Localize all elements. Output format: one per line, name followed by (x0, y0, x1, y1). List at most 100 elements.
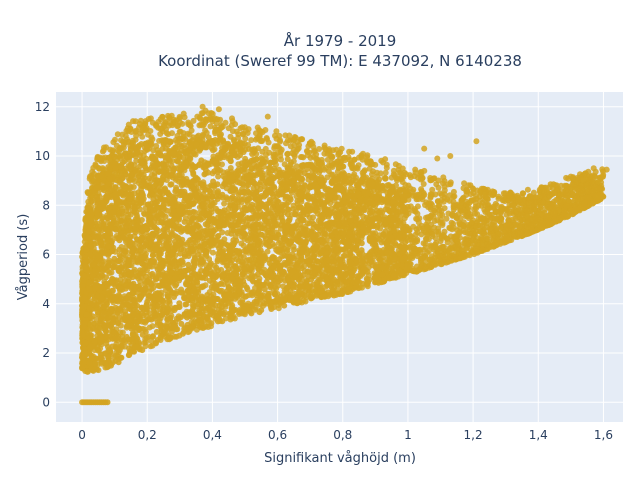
scatter-point (225, 125, 232, 132)
scatter-point (273, 143, 280, 150)
scatter-point (459, 209, 466, 216)
scatter-point (436, 207, 443, 214)
scatter-point (430, 260, 437, 267)
scatter-point (592, 173, 598, 180)
scatter-point (429, 186, 436, 193)
chart-title-line1: År 1979 - 2019 (284, 31, 397, 50)
scatter-point (229, 118, 236, 125)
scatter-point (508, 208, 515, 215)
scatter-point (119, 131, 126, 138)
scatter-point (492, 232, 499, 239)
chart-title-line2: Koordinat (Sweref 99 TM): E 437092, N 61… (158, 52, 522, 70)
scatter-point (519, 217, 526, 223)
scatter-point (277, 152, 284, 159)
scatter-point (453, 246, 460, 253)
scatter-point (413, 196, 420, 203)
scatter-point (190, 117, 197, 124)
scatter-point (256, 127, 263, 133)
scatter-point (471, 206, 478, 213)
scatter-point (166, 122, 172, 129)
scatter-point (286, 132, 293, 139)
scatter-point (439, 212, 446, 219)
scatter-point (477, 228, 484, 235)
scatter-point (248, 137, 255, 144)
scatter-point (278, 146, 285, 153)
scatter-point (517, 223, 524, 230)
scatter-point (450, 202, 457, 209)
scatter-point (300, 154, 307, 161)
scatter-point (544, 213, 551, 220)
scatter-point (420, 181, 427, 187)
scatter-point (460, 185, 467, 192)
scatter-point (495, 193, 502, 200)
scatter-point (457, 215, 464, 221)
scatter-point (146, 324, 153, 331)
scatter-point (424, 224, 431, 231)
scatter-point (463, 191, 470, 198)
scatter-point (253, 156, 260, 163)
scatter-point (175, 122, 182, 129)
scatter-point (419, 255, 426, 262)
scatter-point (524, 186, 531, 193)
scatter-point (446, 192, 453, 199)
scatter-point (374, 173, 381, 180)
scatter-point (380, 159, 386, 166)
scatter-point (459, 221, 466, 228)
scatter-point (299, 136, 306, 143)
scatter-point (438, 197, 445, 204)
scatter-point (209, 110, 216, 117)
scatter-point (154, 282, 161, 289)
scatter-point (584, 188, 591, 195)
scatter-point (530, 189, 537, 196)
scatter-point (177, 128, 184, 135)
scatter-point (564, 189, 571, 196)
scatter-point (245, 126, 252, 133)
scatter-point (415, 174, 421, 181)
scatter-point (493, 239, 500, 246)
scatter-point (157, 125, 164, 132)
scatter-point (509, 216, 516, 223)
scatter-point (128, 129, 135, 135)
scatter-point (457, 255, 464, 262)
scatter-point (218, 280, 225, 287)
scatter-point (117, 145, 124, 152)
scatter-point (365, 159, 372, 166)
scatter-point (498, 214, 504, 221)
scatter-point (253, 136, 259, 143)
scatter-point (227, 155, 233, 161)
scatter-point (563, 174, 570, 181)
scatter-point (227, 133, 234, 140)
scatter-point (293, 163, 300, 170)
scatter-point (112, 136, 118, 143)
scatter-point (520, 190, 527, 197)
scatter-point (409, 239, 416, 246)
scatter-point (155, 118, 162, 125)
scatter-point (519, 212, 526, 219)
scatter-point (511, 231, 518, 238)
scatter-point (310, 148, 317, 155)
scatter-point (514, 211, 521, 218)
scatter-point (145, 131, 151, 138)
scatter-point (546, 220, 553, 226)
scatter-point (427, 193, 434, 200)
scatter-point (544, 201, 551, 208)
scatter-point (486, 211, 493, 218)
scatter-point (445, 181, 452, 188)
scatter-point (458, 247, 465, 254)
scatter-point (489, 192, 496, 199)
scatter-point (432, 235, 439, 242)
scatter-point (120, 138, 127, 145)
scatter-point (258, 138, 265, 145)
scatter-point (479, 236, 486, 243)
scatter-point (463, 198, 470, 205)
scatter-point (536, 210, 543, 217)
scatter-point (107, 146, 114, 153)
scatter-point (564, 213, 571, 220)
scatter-point (578, 190, 584, 197)
scatter-point (101, 144, 107, 151)
scatter-point (444, 235, 451, 242)
scatter-point (176, 115, 183, 122)
scatter-point (361, 167, 368, 174)
scatter-point (207, 123, 214, 130)
scatter-point (437, 247, 444, 254)
